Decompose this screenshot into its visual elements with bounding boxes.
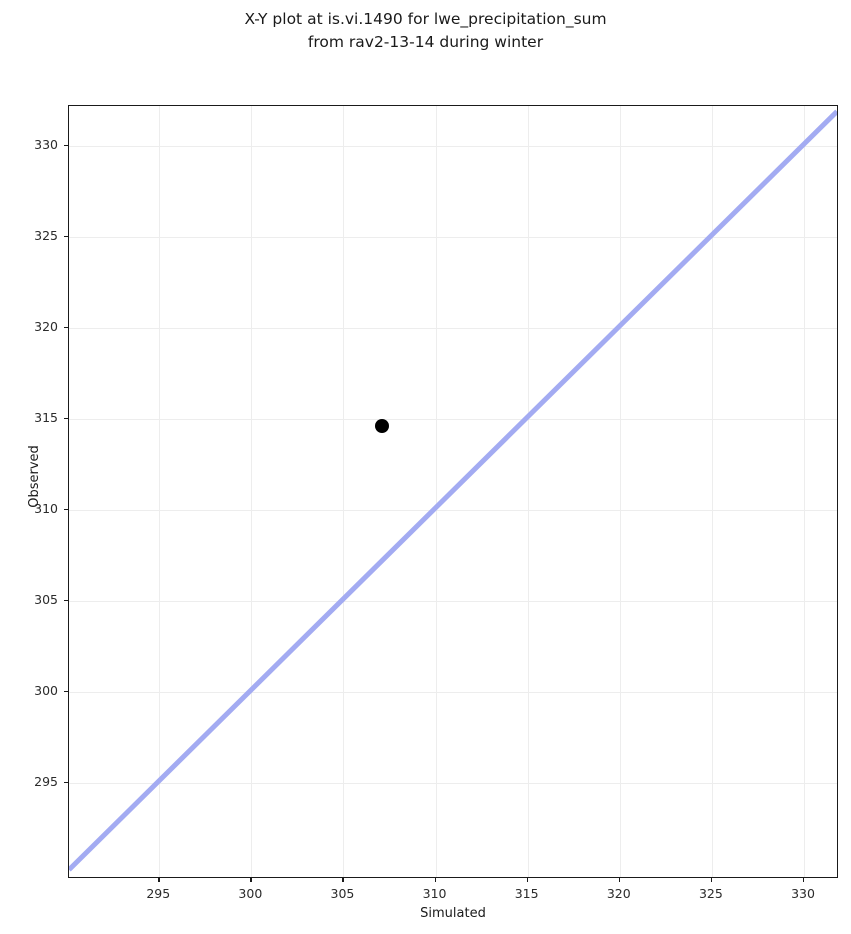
x-tick-label: 310 <box>422 886 447 901</box>
x-tick-mark <box>618 878 621 882</box>
x-tick-label: 325 <box>698 886 723 901</box>
x-tick-mark <box>434 878 436 882</box>
gridline-horizontal <box>69 600 837 602</box>
x-tick-label: 300 <box>238 886 263 901</box>
gridline-horizontal <box>69 782 837 784</box>
x-tick-mark <box>526 878 528 882</box>
chart-title: X-Y plot at is.vi.1490 for lwe_precipita… <box>244 10 607 51</box>
y-tick-mark <box>64 417 68 420</box>
x-tick-label: 320 <box>606 886 631 901</box>
y-axis-label: Observed <box>27 445 42 508</box>
gridline-vertical <box>527 106 529 877</box>
y-tick-mark <box>64 508 68 511</box>
plot-area <box>68 105 838 878</box>
y-tick-label: 305 <box>34 591 58 607</box>
gridline-horizontal <box>69 418 837 420</box>
y-tick-mark <box>64 690 68 692</box>
y-tick-label: 310 <box>34 500 58 516</box>
x-tick-label: 305 <box>330 886 355 901</box>
y-tick-mark <box>64 235 68 238</box>
x-tick-mark <box>710 878 713 882</box>
data-point <box>375 419 390 434</box>
gridline-vertical <box>619 106 621 877</box>
x-tick-label: 295 <box>146 886 171 901</box>
one-to-one-reference-line <box>69 106 837 877</box>
gridline-horizontal <box>69 236 837 238</box>
y-tick-mark <box>64 781 68 783</box>
gridline-vertical <box>343 106 345 877</box>
x-tick-label: 315 <box>514 886 539 901</box>
y-tick-mark <box>64 145 68 147</box>
y-tick-label: 300 <box>34 682 58 698</box>
x-tick-mark <box>342 878 344 882</box>
gridline-horizontal <box>69 509 837 511</box>
x-tick-label: 330 <box>791 886 815 901</box>
gridline-vertical <box>159 106 161 877</box>
y-tick-label: 295 <box>34 773 58 789</box>
y-tick-label: 320 <box>34 318 58 334</box>
gridline-horizontal <box>69 691 837 693</box>
x-axis-label: Simulated <box>420 906 486 921</box>
x-tick-mark <box>250 878 252 882</box>
x-tick-mark <box>158 878 160 882</box>
gridline-horizontal <box>69 146 837 147</box>
y-tick-label: 330 <box>34 137 58 152</box>
y-tick-mark <box>64 326 68 329</box>
gridline-vertical <box>804 106 805 877</box>
y-tick-mark <box>64 599 68 602</box>
gridline-vertical <box>711 106 713 877</box>
y-tick-label: 325 <box>34 227 58 243</box>
y-tick-label: 315 <box>34 409 58 425</box>
gridline-vertical <box>435 106 437 877</box>
x-tick-mark <box>803 878 805 882</box>
gridline-horizontal <box>69 327 837 329</box>
gridline-vertical <box>251 106 253 877</box>
